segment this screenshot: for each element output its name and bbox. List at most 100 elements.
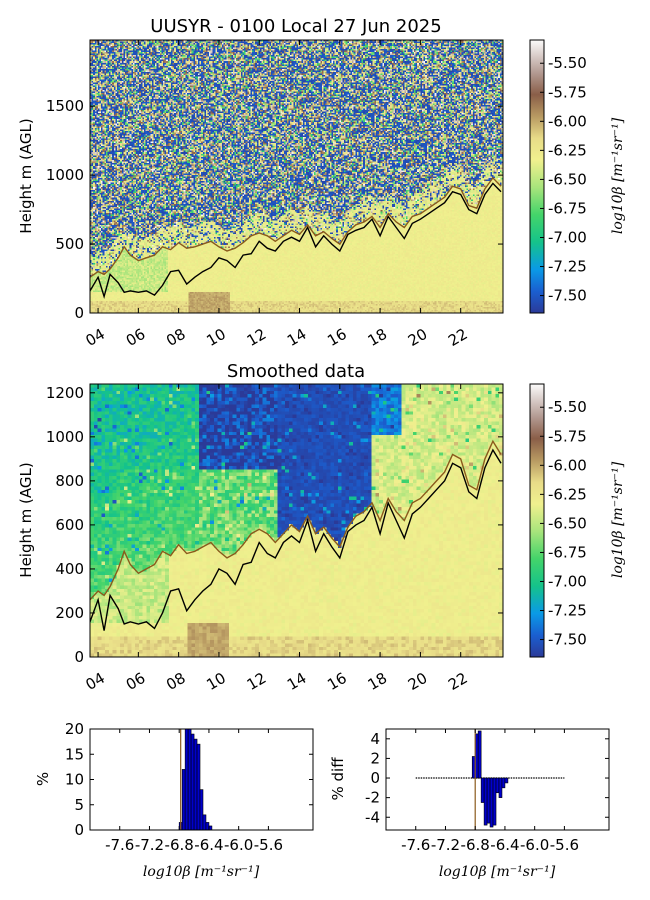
raw-colorbar-ticks: -5.50 -5.75 -6.00 -6.25 -6.50 -6.75 -7.00 -7.25…	[540, 54, 587, 305]
raw-y-ticks: 0 500 1000 1500	[46, 97, 503, 322]
colorbar-tick-label: -5.50	[548, 398, 587, 416]
bar	[196, 743, 201, 831]
raw-heatmap	[90, 40, 503, 313]
x-tick-label: -7.6	[105, 836, 134, 854]
bar	[184, 728, 189, 831]
smoothed-y-ticks: 0 200 400 600 800 1000 1200	[46, 384, 503, 666]
boundary-line-black	[90, 448, 502, 631]
colorbar-tick-label: -6.50	[548, 170, 587, 188]
colorbar-tick-label: -7.25	[548, 602, 587, 620]
y-tick-label: 600	[55, 516, 84, 534]
smoothed-heatmap-image	[90, 384, 503, 657]
bar	[489, 777, 494, 828]
raw-heatmap-image	[90, 40, 503, 313]
boundary-line-brown	[90, 176, 502, 278]
bar	[492, 777, 497, 826]
colorbar-tick-label: -5.50	[548, 54, 587, 72]
x-tick-label: -7.6	[401, 836, 430, 854]
x-tick-label: 14	[284, 325, 310, 350]
colorbar-tick-label: -6.75	[548, 199, 587, 217]
diff-xlabel: log10β [m⁻¹sr⁻¹]	[439, 864, 556, 880]
x-tick-label: 06	[123, 325, 149, 350]
y-tick-label: 5	[74, 796, 84, 814]
y-tick-label: 400	[55, 560, 84, 578]
diff-axes-frame	[385, 728, 610, 831]
x-tick-label: 18	[365, 669, 391, 694]
y-tick-label: -4	[365, 808, 380, 826]
smoothed-ylabel: Height m (AGL)	[17, 462, 35, 577]
y-tick-label: -2	[365, 789, 380, 807]
y-tick-label: 1200	[46, 384, 84, 402]
x-tick-label: -5.6	[254, 836, 283, 854]
raw-axes-frame	[89, 39, 504, 314]
x-tick-label: 04	[83, 669, 109, 694]
y-tick-label: 200	[55, 604, 84, 622]
colorbar-tick-label: -6.50	[548, 514, 587, 532]
bar	[495, 777, 500, 794]
y-tick-label: 2	[370, 749, 380, 767]
x-tick-label: 16	[324, 669, 350, 694]
diff-y-ticks: 42 0 -2-4	[365, 730, 609, 826]
colorbar-tick-label: -6.00	[548, 112, 587, 130]
x-tick-label: -6.8	[461, 836, 490, 854]
raw-ylabel: Height m (AGL)	[17, 118, 35, 233]
histogram-x-ticks: -7.6 -7.2 -6.8 -6.4 -6.0 -5.6	[105, 729, 283, 854]
histogram-xlabel: log10β [m⁻¹sr⁻¹]	[143, 864, 260, 880]
histogram-bars	[178, 728, 213, 831]
bar	[202, 814, 207, 831]
colorbar-tick-label: -6.25	[548, 485, 587, 503]
colorbar-tick-label: -6.00	[548, 456, 587, 474]
y-tick-label: 20	[65, 720, 84, 738]
x-tick-label: -7.2	[135, 836, 164, 854]
bar	[498, 777, 503, 798]
bar	[501, 777, 506, 789]
smoothed-colorbar-ticks: -5.50 -5.75 -6.00 -6.25 -6.50 -6.75 -7.00 -7.25…	[540, 398, 587, 649]
x-tick-label: 20	[405, 325, 431, 350]
x-tick-label: 04	[83, 325, 109, 350]
raw-colorbar-label: log10β [m⁻¹sr⁻¹]	[610, 117, 626, 234]
y-tick-label: 0	[74, 648, 84, 666]
y-tick-label: 10	[65, 771, 84, 789]
x-tick-label: 18	[365, 325, 391, 350]
smoothed-heatmap	[90, 384, 503, 657]
x-tick-label: -5.6	[550, 836, 579, 854]
y-tick-label: 0	[370, 769, 380, 787]
y-tick-label: 0	[74, 304, 84, 322]
x-tick-label: 12	[244, 669, 270, 694]
colorbar-tick-label: -5.75	[548, 83, 587, 101]
x-tick-label: 14	[284, 669, 310, 694]
bar	[504, 777, 509, 784]
x-tick-label: 22	[445, 669, 471, 694]
smoothed-title: Smoothed data	[227, 361, 365, 382]
boundary-line-brown	[90, 439, 502, 601]
x-tick-label: -7.2	[431, 836, 460, 854]
histogram-y-ticks: 0 5 10 15 20	[65, 720, 313, 839]
diff-ylabel: % diff	[329, 757, 347, 801]
y-tick-label: 4	[370, 730, 380, 748]
bar	[477, 730, 482, 779]
bar	[190, 733, 195, 831]
boundary-line-black	[90, 182, 502, 300]
x-tick-label: -6.0	[224, 836, 253, 854]
smoothed-colorbar	[529, 383, 545, 658]
diff-x-ticks: -7.6 -7.2 -6.8 -6.4 -6.0 -5.6	[401, 729, 579, 854]
x-tick-label: 10	[203, 669, 229, 694]
x-tick-label: 06	[123, 669, 149, 694]
colorbar-tick-label: -5.75	[548, 427, 587, 445]
y-tick-label: 0	[74, 821, 84, 839]
smoothed-lines	[90, 439, 502, 631]
bar	[486, 777, 491, 824]
bar	[199, 789, 204, 831]
x-tick-label: 16	[324, 325, 350, 350]
x-tick-label: 08	[163, 669, 189, 694]
y-tick-label: 15	[65, 745, 84, 763]
colorbar-tick-label: -7.00	[548, 572, 587, 590]
y-tick-label: 800	[55, 472, 84, 490]
bar	[193, 738, 198, 831]
smoothed-axes-frame	[89, 383, 504, 658]
diff-bars	[415, 729, 565, 830]
bar	[483, 777, 488, 826]
x-tick-label: 20	[405, 669, 431, 694]
histogram-ylabel: %	[34, 772, 52, 786]
